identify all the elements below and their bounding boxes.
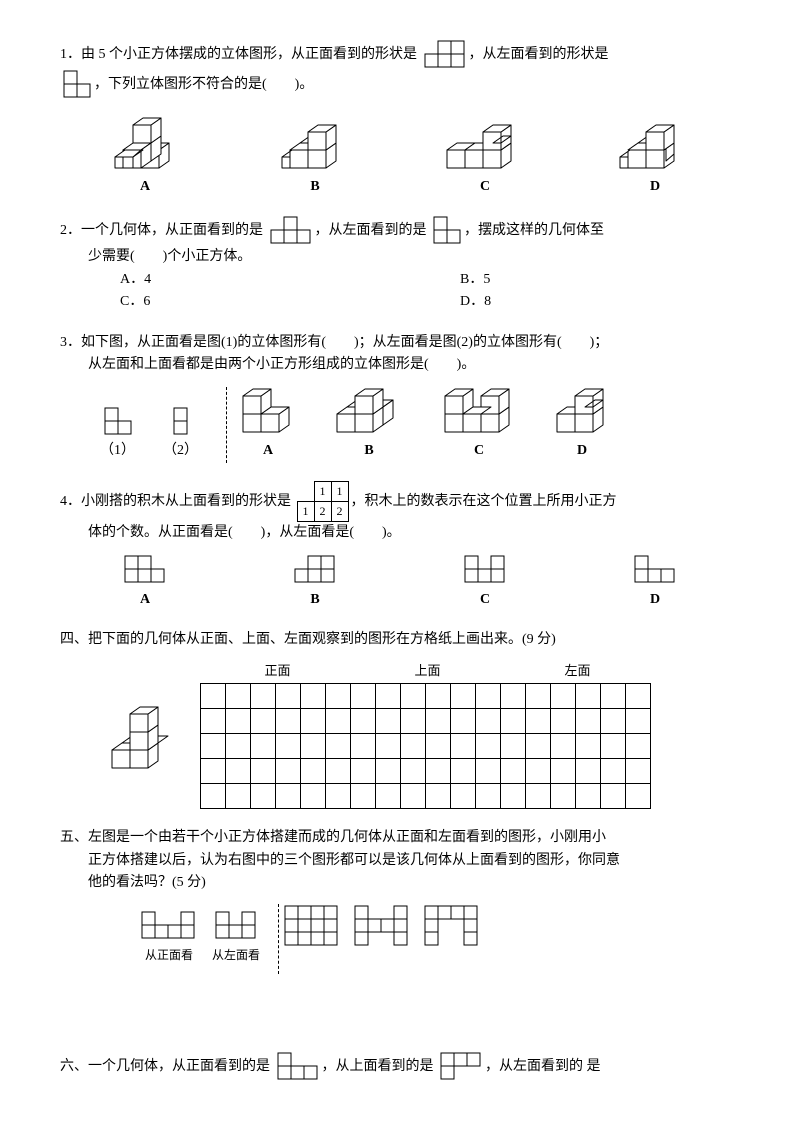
q3-text-a: 如下图，从正面看是图(1)的立体图形有( )；从左面看是图(2)的立体图形有( … — [81, 335, 608, 350]
q4-label-d: D — [570, 589, 740, 611]
question-2: 2．一个几何体，从正面看到的是 ，从左面看到的是 ，摆成这样的几何体至 少需要(… — [60, 216, 740, 313]
q2-opt-d: D．8 — [400, 291, 740, 313]
q2-left-shape — [432, 216, 462, 246]
q4-text-b: ，积木上的数表示在这个位置上所用小正方 — [351, 494, 617, 509]
q1-text-b: ，从左面看到的形状是 — [469, 47, 609, 62]
q2-opt-c: C．6 — [60, 291, 400, 313]
q4-opt-d: D — [570, 555, 740, 611]
q3-label-b: B — [329, 440, 409, 462]
cube-figure-d — [610, 110, 700, 172]
q4-num: 4． — [60, 494, 81, 509]
q1-left-view-shape — [62, 70, 92, 100]
s5-top3 — [423, 904, 481, 954]
q3-num: 3． — [60, 335, 81, 350]
s5-right-group — [283, 904, 481, 954]
q3-ref1: （1） — [100, 400, 135, 462]
s5-top1 — [283, 904, 341, 954]
section-6: 六、一个几何体，从正面看到的是 ，从上面看到的是 ，从左面看到的 是 — [60, 1052, 740, 1082]
s5-tc: 他的看法吗？(5 分) — [60, 872, 740, 894]
label-b: B — [230, 176, 400, 198]
q4-label-b: B — [230, 589, 400, 611]
s4-solid — [100, 694, 180, 774]
q3-text-b: 从左面和上面看都是由两个小正方形组成的立体图形是( )。 — [60, 354, 740, 376]
q2-text-a: 一个几何体，从正面看到的是 — [81, 224, 263, 239]
q3-separator — [226, 387, 227, 463]
q1-opt-b: B — [230, 110, 400, 198]
q2-opt-a: A．4 — [60, 269, 400, 291]
s5-front-cap: 从正面看 — [140, 946, 198, 965]
s5-sep — [278, 904, 279, 974]
q2-num: 2． — [60, 224, 81, 239]
s4-container: 正面 上面 左面 — [100, 659, 740, 809]
q1-line2: ，下列立体图形不符合的是( )。 — [60, 70, 740, 100]
q3-opt-b: B — [329, 384, 409, 462]
s5-left-cap: 从左面看 — [212, 946, 260, 965]
q2-options: A．4 B．5 C．6 D．8 — [60, 269, 740, 314]
q3-label-c: C — [437, 440, 521, 462]
label-a: A — [60, 176, 230, 198]
q2-text-c: ，摆成这样的几何体至 — [464, 224, 604, 239]
q3-opt-c: C — [437, 384, 521, 462]
section-4: 四、把下面的几何体从正面、上面、左面观察到的图形在方格纸上画出来。(9 分) 正… — [60, 629, 740, 809]
s5-front: 从正面看 — [140, 904, 198, 965]
q3-ref2-label: （2） — [163, 440, 198, 462]
q2-opt-b: B．5 — [400, 269, 740, 291]
q3-ref2: （2） — [163, 400, 198, 462]
label-d: D — [570, 176, 740, 198]
q1-line1: 1．由 5 个小正方体摆成的立体图形，从正面看到的形状是 ，从左面看到的形状是 — [60, 40, 740, 70]
q1-num: 1． — [60, 47, 81, 62]
s5-tb: 正方体搭建以后，认为右图中的三个图形都可以是该几何体从上面看到的图形，你同意 — [60, 850, 740, 872]
q4-label-a: A — [60, 589, 230, 611]
s6-ta: 六、一个几何体，从正面看到的是 — [60, 1060, 270, 1075]
q3-ref1-label: （1） — [100, 440, 135, 462]
q1-text-c: ，下列立体图形不符合的是( )。 — [94, 77, 313, 92]
question-4: 4．小刚搭的积木从上面看到的形状是 11 122 ，积木上的数表示在这个位置上所… — [60, 481, 740, 611]
q3-figures: （1） （2） A B — [100, 384, 740, 462]
q1-front-view-shape — [423, 40, 467, 70]
q1-text-a: 由 5 个小正方体摆成的立体图形，从正面看到的形状是 — [81, 47, 417, 62]
q4-label-c: C — [400, 589, 570, 611]
q4-opt-a: A — [60, 555, 230, 611]
q1-opt-c: C — [400, 110, 570, 198]
q4-options: A B C D — [60, 555, 740, 611]
q3-label-d: D — [549, 440, 615, 462]
q2-front-shape — [269, 216, 313, 246]
q4-text-a: 小刚搭的积木从上面看到的形状是 — [81, 494, 291, 509]
question-3: 3．如下图，从正面看是图(1)的立体图形有( )；从左面看是图(2)的立体图形有… — [60, 332, 740, 463]
q4-opt-c: C — [400, 555, 570, 611]
cube-figure-a — [105, 110, 185, 172]
s5-ta: 五、左图是一个由若干个小正方体搭建而成的几何体从正面和左面看到的图形，小刚用小 — [60, 827, 740, 849]
cube-figure-b — [270, 110, 360, 172]
q4-opt-b: B — [230, 555, 400, 611]
s5-left: 从左面看 — [212, 904, 260, 965]
q3-opt-d: D — [549, 384, 615, 462]
s5-shapes: 从正面看 从左面看 — [140, 904, 740, 974]
q4-top-view-grid: 11 122 — [297, 481, 349, 522]
section-5: 五、左图是一个由若干个小正方体搭建而成的几何体从正面和左面看到的图形，小刚用小 … — [60, 827, 740, 974]
q4-text-c: 体的个数。从正面看是( )，从左面看是( )。 — [60, 522, 740, 544]
q3-line1: 3．如下图，从正面看是图(1)的立体图形有( )；从左面看是图(2)的立体图形有… — [60, 332, 740, 354]
s6-tb: ，从上面看到的是 — [322, 1060, 434, 1075]
s4-grid: 正面 上面 左面 — [200, 659, 651, 809]
s5-left-group: 从正面看 从左面看 — [140, 904, 274, 965]
s4-text: 四、把下面的几何体从正面、上面、左面观察到的图形在方格纸上画出来。(9 分) — [60, 629, 740, 651]
q1-options: A B — [60, 110, 740, 198]
question-1: 1．由 5 个小正方体摆成的立体图形，从正面看到的形状是 ，从左面看到的形状是 … — [60, 40, 740, 198]
s4-grid-wrap: 正面 上面 左面 — [200, 659, 651, 809]
q2-text-b: ，从左面看到的是 — [315, 224, 427, 239]
cube-figure-c — [435, 110, 535, 172]
s6-tc: ，从左面看到的 是 — [485, 1060, 601, 1075]
q2-text-d: 少需要( )个小正方体。 — [60, 246, 740, 268]
q3-label-a: A — [235, 440, 301, 462]
q3-opt-a: A — [235, 384, 301, 462]
q1-opt-d: D — [570, 110, 740, 198]
s5-top2 — [353, 904, 411, 954]
s6-top — [439, 1052, 483, 1082]
q1-opt-a: A — [60, 110, 230, 198]
q2-line1: 2．一个几何体，从正面看到的是 ，从左面看到的是 ，摆成这样的几何体至 — [60, 216, 740, 246]
label-c: C — [400, 176, 570, 198]
s6-front — [276, 1052, 320, 1082]
q4-line1: 4．小刚搭的积木从上面看到的形状是 11 122 ，积木上的数表示在这个位置上所… — [60, 481, 740, 522]
s6-line: 六、一个几何体，从正面看到的是 ，从上面看到的是 ，从左面看到的 是 — [60, 1052, 740, 1082]
